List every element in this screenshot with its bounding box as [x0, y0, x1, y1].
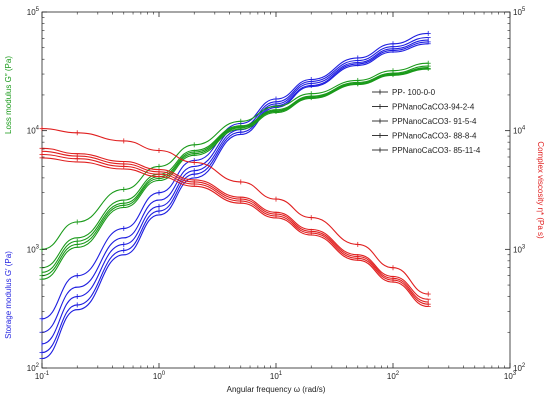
legend-item: PP- 100-0-0 [372, 88, 436, 97]
data-point-loss-3-6 [273, 109, 279, 115]
data-point-viscosity-0-3 [156, 148, 162, 154]
series-line-loss-3 [41, 67, 429, 277]
data-point-storage-0-3 [156, 190, 162, 196]
data-point-viscosity-0-2 [121, 138, 127, 144]
data-point-viscosity-0-5 [238, 179, 244, 185]
series-line-loss-1 [41, 65, 429, 269]
series-line-storage-4 [41, 43, 429, 360]
data-point-viscosity-3-2 [121, 163, 127, 169]
y-tick-label-right: 102 [513, 363, 526, 373]
series-group-loss [39, 60, 431, 280]
data-point-storage-0-2 [121, 225, 127, 231]
y-tick-label-right: 105 [513, 7, 526, 17]
series-line-loss-0 [41, 62, 429, 250]
data-point-viscosity-0-7 [308, 215, 314, 221]
series-line-viscosity-0 [41, 128, 429, 295]
x-tick-label: 100 [153, 371, 166, 381]
legend-item: PPNanoCaCO3-94-2-4 [372, 103, 475, 112]
data-point-viscosity-0-6 [273, 196, 279, 202]
series-line-storage-0 [41, 32, 429, 320]
x-tick-label: 103 [504, 371, 517, 381]
y-axis-label-storage: Storage modulus G′ (Pa) [4, 251, 13, 339]
data-point-viscosity-3-4 [191, 181, 197, 187]
y-axis-label-loss: Loss modulus G″ (Pa) [4, 56, 13, 134]
data-point-viscosity-3-3 [156, 171, 162, 177]
data-point-loss-0-1 [74, 219, 80, 225]
data-point-storage-3-7 [308, 83, 314, 89]
data-point-viscosity-0-9 [390, 265, 396, 271]
data-point-loss-3-10 [425, 65, 431, 71]
data-point-storage-0-9 [390, 41, 396, 47]
legend-item: PPNanoCaCO3- 85-11-4 [372, 146, 481, 155]
legend: PP- 100-0-0 PPNanoCaCO3-94-2-4 PPNanoCaCO3… [372, 88, 481, 155]
data-point-viscosity-3-0 [39, 151, 45, 157]
series-layer [39, 30, 431, 360]
data-point-storage-0-6 [273, 96, 279, 102]
data-point-storage-3-1 [74, 302, 80, 308]
data-point-viscosity-3-10 [425, 301, 431, 307]
data-point-storage-0-10 [425, 30, 431, 36]
data-point-loss-0-3 [156, 163, 162, 169]
data-point-viscosity-0-10 [425, 291, 431, 297]
plot-frame [41, 11, 511, 369]
data-point-viscosity-0-8 [355, 241, 361, 247]
legend-item: PPNanoCaCO3- 91-5-4 [372, 117, 477, 126]
y-tick-label-left: 103 [27, 244, 40, 254]
y-tick-label-left: 104 [27, 126, 40, 136]
series-line-loss-2 [41, 67, 429, 273]
data-point-storage-3-3 [156, 208, 162, 214]
data-point-loss-3-1 [74, 241, 80, 247]
y-tick-label-right: 103 [513, 244, 526, 254]
y-tick-label-left: 102 [27, 363, 40, 373]
data-point-loss-3-8 [355, 81, 361, 87]
data-point-storage-3-0 [39, 350, 45, 356]
data-point-storage-0-0 [39, 316, 45, 322]
series-line-storage-2 [41, 39, 429, 345]
series-line-loss-4 [41, 68, 429, 280]
data-point-loss-0-5 [238, 118, 244, 124]
legend-label: PPNanoCaCO3- 85-11-4 [392, 146, 481, 155]
x-tick-label: 10-1 [35, 371, 50, 381]
data-point-viscosity-0-1 [74, 130, 80, 136]
data-point-viscosity-3-1 [74, 156, 80, 162]
y-tick-label-left: 105 [27, 7, 40, 17]
series-group-viscosity [39, 126, 431, 308]
legend-label: PPNanoCaCO3-94-2-4 [392, 103, 475, 112]
x-tick-label: 101 [270, 371, 283, 381]
legend-item: PPNanoCaCO3- 88-8-4 [372, 132, 477, 141]
data-point-loss-3-9 [390, 72, 396, 78]
data-point-loss-0-4 [191, 142, 197, 148]
series-line-storage-3 [41, 41, 429, 354]
data-point-storage-0-1 [74, 273, 80, 279]
data-point-viscosity-0-4 [191, 159, 197, 165]
y-axis-label-viscosity: Complex viscosity η* (Pa s) [536, 141, 545, 239]
data-point-loss-0-6 [273, 103, 279, 109]
data-point-loss-0-2 [121, 186, 127, 192]
legend-label: PP- 100-0-0 [392, 88, 436, 97]
data-point-storage-3-2 [121, 247, 127, 253]
data-point-storage-0-8 [355, 55, 361, 61]
x-axis-label: Angular frequency ω (rad/s) [227, 385, 326, 394]
legend-label: PPNanoCaCO3- 88-8-4 [392, 132, 477, 141]
y-tick-label-right: 104 [513, 126, 526, 136]
legend-label: PPNanoCaCO3- 91-5-4 [392, 117, 477, 126]
data-point-loss-0-10 [425, 60, 431, 66]
x-tick-label: 102 [387, 371, 400, 381]
data-point-storage-3-4 [191, 171, 197, 177]
data-point-loss-3-7 [308, 95, 314, 101]
